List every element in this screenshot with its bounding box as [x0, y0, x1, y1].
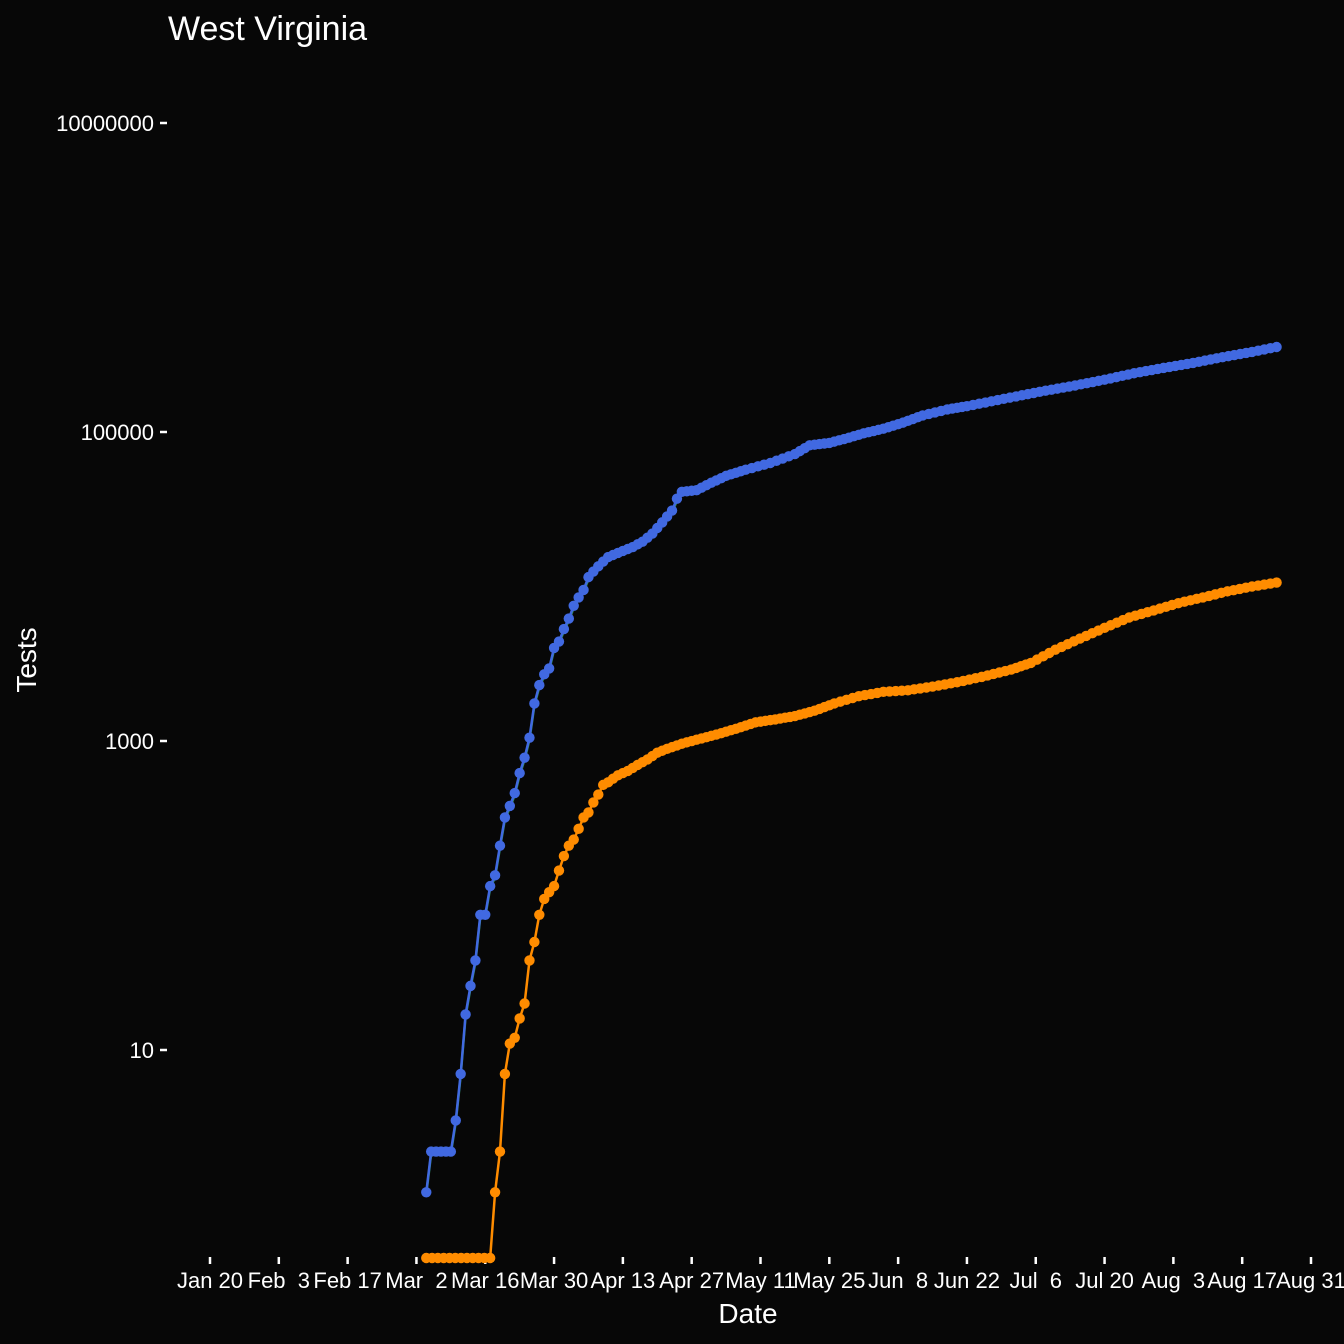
y-tick-label: 10	[130, 1038, 154, 1063]
data-point	[568, 600, 579, 612]
data-point	[514, 1013, 525, 1024]
y-axis-title: Tests	[11, 627, 42, 692]
data-point	[455, 1068, 466, 1080]
x-axis-title: Date	[718, 1298, 777, 1329]
y-tick-label: 100000	[81, 420, 154, 445]
data-point	[504, 800, 516, 812]
x-tick-label: Mar 2	[385, 1268, 447, 1293]
y-axis: 10 1000 100000 10000000	[56, 111, 167, 1063]
data-point	[450, 1115, 461, 1126]
x-tick-label: Mar 16	[451, 1268, 519, 1293]
x-tick-label: Apr 27	[659, 1268, 724, 1293]
x-tick-label: Aug 17	[1207, 1268, 1277, 1293]
data-point	[578, 584, 589, 596]
x-tick-label: Jul 20	[1075, 1268, 1134, 1293]
y-tick-label: 1000	[105, 729, 154, 754]
data-point	[519, 752, 530, 763]
plot-area	[421, 341, 1282, 1264]
data-point	[568, 834, 579, 845]
data-point	[588, 797, 599, 808]
series-0	[421, 341, 1282, 1198]
data-point	[489, 1187, 501, 1198]
data-point	[573, 823, 584, 835]
data-point	[553, 636, 565, 647]
x-tick-label: Jun 8	[868, 1268, 928, 1293]
data-point	[509, 787, 520, 799]
data-point	[524, 732, 535, 743]
data-point	[460, 1009, 471, 1020]
data-point	[543, 663, 555, 674]
x-axis: Jan 20 Feb 3 Feb 17 Mar 2 Mar 16 Mar 30 Apr 13…	[177, 1257, 1344, 1293]
x-tick-label: Feb 17	[313, 1268, 382, 1293]
data-point	[1271, 341, 1282, 353]
data-point	[494, 1146, 506, 1157]
data-point	[558, 623, 570, 635]
data-point	[499, 812, 511, 823]
series-1	[421, 577, 1282, 1264]
data-point	[484, 880, 496, 892]
data-point	[548, 880, 560, 892]
y-tick-label: 10000000	[56, 111, 154, 136]
x-tick-label: Mar 30	[520, 1268, 588, 1293]
data-point	[529, 936, 540, 948]
data-point	[514, 767, 525, 779]
data-point	[1271, 577, 1282, 588]
data-point	[666, 505, 678, 516]
data-point	[593, 789, 604, 800]
data-point	[499, 1068, 511, 1080]
data-point	[519, 998, 530, 1009]
data-point	[563, 613, 575, 624]
data-point	[534, 679, 545, 691]
data-point	[494, 840, 506, 851]
data-point	[465, 980, 476, 992]
x-tick-label: Feb 3	[248, 1268, 310, 1293]
data-point	[421, 1187, 432, 1198]
x-tick-label: Apr 13	[590, 1268, 655, 1293]
x-tick-label: Aug 3	[1142, 1268, 1206, 1293]
data-point	[573, 592, 584, 603]
data-point	[529, 698, 540, 709]
data-point	[445, 1146, 457, 1157]
data-point	[480, 909, 491, 921]
x-tick-label: May 25	[793, 1268, 865, 1293]
x-tick-label: Jun 22	[934, 1268, 1000, 1293]
x-tick-label: Jan 20	[177, 1268, 243, 1293]
data-point	[534, 909, 545, 921]
x-tick-label: Aug 31	[1276, 1268, 1344, 1293]
data-point	[558, 850, 570, 862]
data-point	[470, 955, 481, 966]
chart-title: West Virginia	[168, 10, 367, 48]
data-point	[524, 955, 535, 966]
data-point	[509, 1032, 520, 1043]
data-point	[484, 1252, 496, 1264]
x-tick-label: May 11	[725, 1268, 796, 1293]
data-point	[583, 807, 594, 818]
data-point	[553, 865, 565, 876]
x-tick-label: Jul 6	[1009, 1268, 1062, 1293]
data-point	[489, 870, 501, 881]
